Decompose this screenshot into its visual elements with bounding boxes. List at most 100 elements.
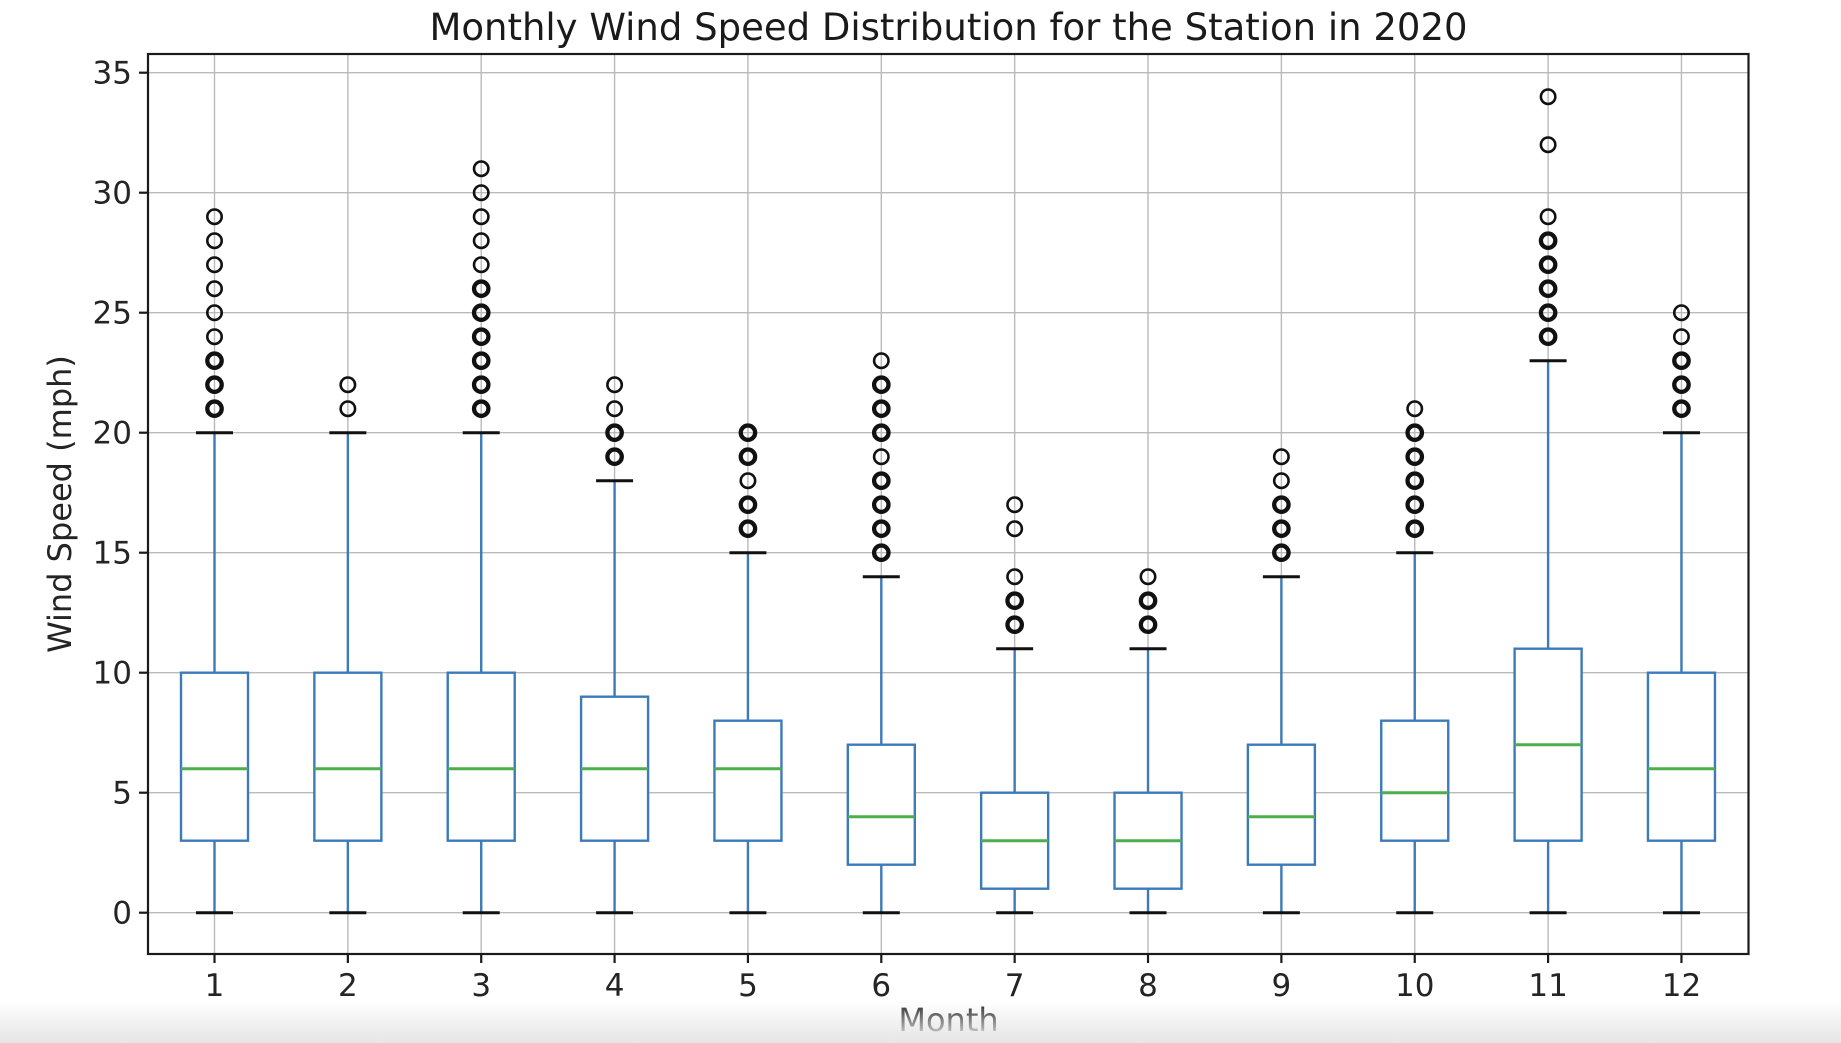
- y-axis-label-text: Wind Speed (mph): [41, 355, 79, 653]
- outlier-month-7-value-17: [1006, 496, 1024, 514]
- outlier-month-10-value-17: [1405, 495, 1425, 515]
- outlier-month-9-value-16: [1272, 519, 1291, 539]
- x-tick-label-10: 10: [1395, 968, 1434, 1004]
- outlier-month-9-value-18: [1272, 472, 1290, 490]
- x-tick-label-1: 1: [205, 968, 225, 1004]
- outlier-month-3-value-29: [472, 208, 490, 226]
- box-month-9: [1246, 743, 1317, 866]
- outlier-month-5-value-20: [738, 423, 758, 443]
- outlier-month-6-value-16: [871, 519, 891, 539]
- outlier-month-10-value-16: [1405, 519, 1425, 539]
- y-tick-label-30: 30: [93, 176, 132, 212]
- outlier-month-3-value-28: [472, 232, 490, 250]
- outlier-month-1-value-29: [206, 208, 224, 226]
- box-month-10: [1380, 719, 1450, 842]
- outlier-month-9-value-19: [1272, 448, 1290, 466]
- outlier-month-3-value-21: [471, 399, 491, 419]
- outlier-month-5-value-16: [738, 519, 758, 539]
- y-tick-label-0: 0: [112, 896, 132, 932]
- outlier-month-3-value-31: [472, 160, 490, 178]
- outlier-month-12-value-25: [1672, 304, 1690, 322]
- outlier-month-10-value-20: [1405, 423, 1425, 443]
- outlier-month-4-value-22: [606, 376, 624, 394]
- outlier-month-7-value-16: [1006, 520, 1024, 538]
- x-tick-label-3: 3: [471, 968, 491, 1004]
- outlier-month-7-value-12: [1005, 615, 1025, 635]
- outlier-month-3-value-24: [471, 327, 491, 347]
- box-month-6: [846, 743, 916, 866]
- outlier-month-3-value-23: [471, 351, 491, 371]
- outlier-month-6-value-15: [871, 543, 891, 563]
- x-tick-label-9: 9: [1272, 968, 1292, 1004]
- y-tick-label-20: 20: [93, 416, 132, 452]
- y-tick-label-5: 5: [112, 776, 132, 812]
- y-tick-label-15: 15: [93, 536, 132, 572]
- box-month-5: [713, 719, 783, 842]
- box-month-12: [1646, 671, 1717, 842]
- outlier-month-3-value-26: [471, 279, 491, 299]
- outlier-month-11-value-25: [1538, 303, 1558, 323]
- bottom-shade-band: [0, 1001, 1841, 1043]
- outlier-month-5-value-19: [738, 447, 758, 467]
- outlier-month-2-value-21: [339, 400, 357, 418]
- outlier-month-9-value-17: [1272, 495, 1291, 515]
- outlier-month-3-value-22: [471, 375, 491, 395]
- outlier-month-7-value-14: [1006, 568, 1024, 586]
- x-tick-label-6: 6: [871, 968, 891, 1004]
- outlier-month-11-value-28: [1538, 231, 1558, 251]
- box-month-2: [313, 671, 383, 842]
- outlier-month-3-value-27: [472, 256, 490, 274]
- outlier-month-1-value-23: [205, 351, 224, 371]
- outlier-month-4-value-21: [606, 400, 624, 418]
- y-tick-label-35: 35: [93, 56, 132, 92]
- outlier-month-10-value-18: [1405, 471, 1425, 491]
- x-tick-label-11: 11: [1528, 968, 1567, 1004]
- outlier-month-8-value-12: [1138, 615, 1158, 635]
- outlier-month-2-value-22: [339, 376, 357, 394]
- outlier-month-1-value-21: [205, 399, 224, 419]
- x-tick-label-2: 2: [338, 968, 358, 1004]
- outlier-month-3-value-30: [472, 184, 490, 202]
- outlier-month-11-value-29: [1539, 208, 1557, 226]
- outlier-month-3-value-25: [471, 303, 491, 323]
- outlier-month-6-value-19: [872, 448, 890, 466]
- x-tick-label-12: 12: [1662, 968, 1701, 1004]
- outlier-month-11-value-27: [1538, 255, 1558, 275]
- x-tick-label-7: 7: [1005, 968, 1025, 1004]
- outlier-month-10-value-19: [1405, 447, 1425, 467]
- chart-title: Monthly Wind Speed Distribution for the …: [429, 6, 1468, 49]
- outlier-month-1-value-28: [206, 232, 224, 250]
- outlier-month-6-value-20: [871, 423, 891, 443]
- outlier-month-10-value-21: [1406, 400, 1424, 418]
- box-month-3: [446, 671, 516, 842]
- axes-frame: [146, 52, 1750, 956]
- outlier-month-11-value-26: [1538, 279, 1558, 299]
- outlier-month-7-value-13: [1005, 591, 1025, 611]
- outlier-month-8-value-14: [1139, 568, 1157, 586]
- outlier-month-6-value-17: [871, 495, 891, 515]
- outlier-month-12-value-22: [1672, 375, 1691, 395]
- outlier-month-4-value-20: [605, 423, 624, 443]
- outlier-month-6-value-22: [871, 375, 891, 395]
- outlier-month-12-value-24: [1672, 328, 1690, 346]
- outlier-month-11-value-32: [1539, 136, 1557, 154]
- outlier-month-9-value-15: [1272, 543, 1291, 563]
- outlier-month-1-value-22: [205, 375, 224, 395]
- outlier-month-6-value-18: [871, 471, 891, 491]
- x-tick-label-4: 4: [605, 968, 625, 1004]
- y-tick-label-25: 25: [93, 296, 132, 332]
- outlier-month-6-value-21: [871, 399, 891, 419]
- outlier-month-8-value-13: [1138, 591, 1158, 611]
- outlier-month-11-value-34: [1539, 88, 1557, 106]
- outlier-month-4-value-19: [605, 447, 624, 467]
- outlier-month-5-value-18: [739, 472, 757, 490]
- outlier-month-5-value-17: [738, 495, 758, 515]
- outlier-month-12-value-21: [1672, 399, 1691, 419]
- x-tick-label-8: 8: [1138, 968, 1158, 1004]
- y-tick-label-10: 10: [93, 656, 132, 692]
- outlier-month-1-value-24: [206, 328, 224, 346]
- box-month-1: [179, 671, 250, 842]
- outlier-month-1-value-26: [206, 280, 224, 298]
- outlier-month-11-value-24: [1538, 327, 1558, 347]
